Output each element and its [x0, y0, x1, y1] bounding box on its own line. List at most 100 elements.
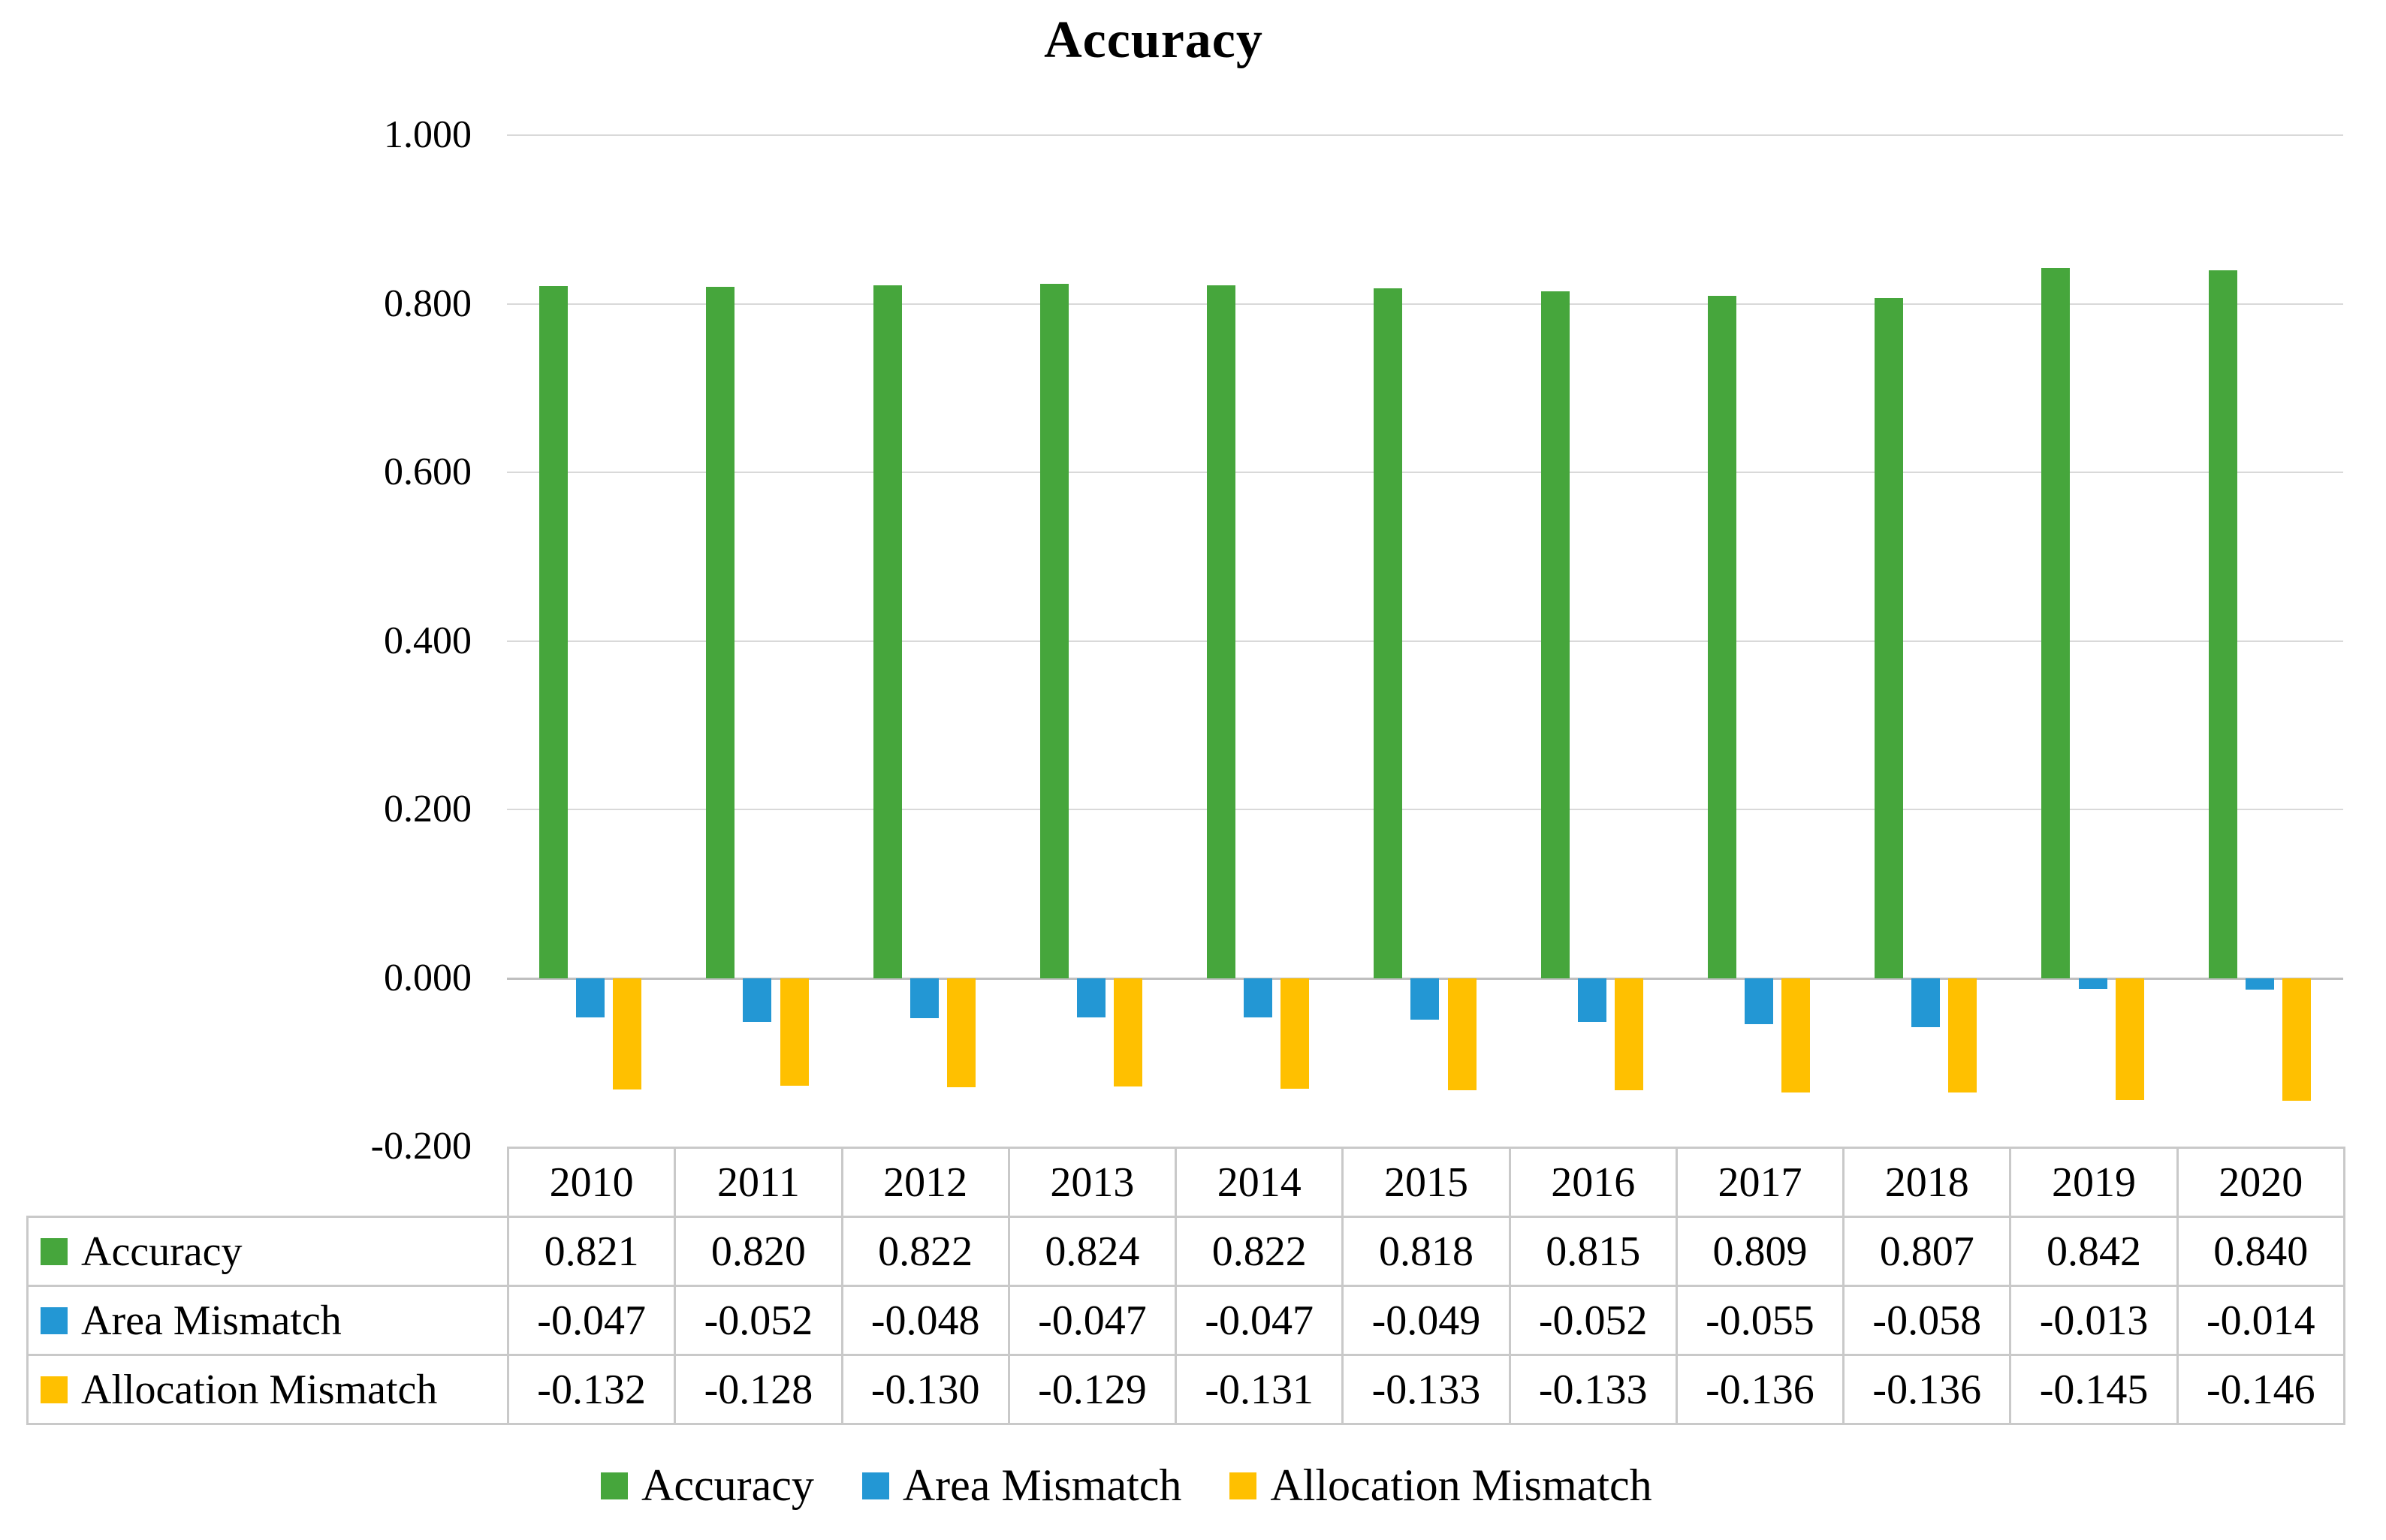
- table-header-cell-2019: 2019: [2009, 1147, 2179, 1218]
- table-value-accuracy-2010: 0.821: [506, 1216, 677, 1287]
- y-gridline-0.400: [507, 640, 2343, 642]
- table-value-allocation-mismatch-2014: -0.131: [1175, 1354, 1344, 1425]
- category-group-2019: [2009, 135, 2176, 1147]
- category-group-2011: [674, 135, 840, 1147]
- bar-accuracy-2011: [706, 287, 735, 978]
- bar-accuracy-2017: [1707, 296, 1736, 978]
- table-header-cell-2014: 2014: [1175, 1147, 1344, 1218]
- table-row-area-mismatch: Area Mismatch -0.047 -0.052 -0.048 -0.047 -0.…: [26, 1285, 2345, 1356]
- y-axis: 1.000 0.800 0.600 0.400 0.200 0.000 -0.200: [0, 116, 472, 1166]
- table-value-allocation-mismatch-2020: -0.146: [2176, 1354, 2345, 1425]
- table-value-area-mismatch-2019: -0.013: [2009, 1285, 2179, 1356]
- table-value-area-mismatch-2013: -0.047: [1007, 1285, 1178, 1356]
- table-value-accuracy-2014: 0.822: [1175, 1216, 1344, 1287]
- bar-allocation-mismatch-2012: [946, 978, 976, 1088]
- bar-allocation-mismatch-2020: [2282, 978, 2311, 1102]
- table-value-area-mismatch-2018: -0.058: [1842, 1285, 2012, 1356]
- category-group-2012: [841, 135, 1008, 1147]
- y-gridline-0.800: [507, 303, 2343, 305]
- bar-area-mismatch-2016: [1577, 978, 1606, 1022]
- category-group-2013: [1008, 135, 1175, 1147]
- y-axis-tick-label-0.600: 0.600: [384, 451, 472, 493]
- series-name-label: Allocation Mismatch: [81, 1366, 438, 1413]
- table-value-accuracy-2012: 0.822: [840, 1216, 1010, 1287]
- bar-accuracy-2020: [2208, 270, 2237, 978]
- table-corner-cell: [28, 1148, 508, 1217]
- legend-label: Allocation Mismatch: [1270, 1460, 1652, 1510]
- table-value-accuracy-2018: 0.807: [1842, 1216, 2012, 1287]
- bar-accuracy-2016: [1540, 291, 1570, 978]
- chart-title: Accuracy: [1044, 11, 1263, 69]
- table-value-allocation-mismatch-2016: -0.133: [1508, 1354, 1678, 1425]
- y-gridline-0.200: [507, 809, 2343, 810]
- category-group-2014: [1175, 135, 1341, 1147]
- bars-layer: [507, 135, 2343, 1147]
- bar-allocation-mismatch-2015: [1447, 978, 1477, 1090]
- bar-area-mismatch-2017: [1744, 978, 1773, 1025]
- table-value-allocation-mismatch-2011: -0.128: [674, 1354, 843, 1425]
- table-value-allocation-mismatch-2017: -0.136: [1675, 1354, 1845, 1425]
- category-group-2010: [507, 135, 674, 1147]
- y-axis-tick-label-0.000: 0.000: [384, 956, 472, 999]
- data-table: 2010 2011 2012 2013 2014 2015 2016 2017 2018 2019…: [26, 1147, 2345, 1425]
- table-header-cell-2016: 2016: [1508, 1147, 1678, 1218]
- legend-label: Area Mismatch: [902, 1460, 1182, 1510]
- bar-area-mismatch-2019: [2078, 978, 2107, 990]
- legend-label: Accuracy: [641, 1460, 814, 1510]
- table-header-cell-2012: 2012: [840, 1147, 1010, 1218]
- table-header-cell-2010: 2010: [506, 1147, 677, 1218]
- bar-allocation-mismatch-2011: [780, 978, 809, 1086]
- bar-accuracy-2012: [873, 285, 902, 978]
- bar-area-mismatch-2015: [1410, 978, 1440, 1020]
- table-value-area-mismatch-2014: -0.047: [1175, 1285, 1344, 1356]
- table-value-allocation-mismatch-2019: -0.145: [2009, 1354, 2179, 1425]
- table-header-row: 2010 2011 2012 2013 2014 2015 2016 2017 2018 2019…: [28, 1147, 2345, 1218]
- table-value-area-mismatch-2010: -0.047: [506, 1285, 677, 1356]
- table-value-allocation-mismatch-2010: -0.132: [506, 1354, 677, 1425]
- category-group-2020: [2176, 135, 2343, 1147]
- table-header-cell-2020: 2020: [2176, 1147, 2345, 1218]
- table-header-cell-2017: 2017: [1675, 1147, 1845, 1218]
- bar-area-mismatch-2018: [1911, 978, 1941, 1027]
- table-value-allocation-mismatch-2015: -0.133: [1341, 1354, 1511, 1425]
- table-value-area-mismatch-2016: -0.052: [1508, 1285, 1678, 1356]
- bar-area-mismatch-2013: [1076, 978, 1106, 1018]
- table-row-label-accuracy: Accuracy: [26, 1216, 509, 1287]
- bar-area-mismatch-2011: [743, 978, 772, 1022]
- bar-allocation-mismatch-2013: [1114, 978, 1143, 1087]
- bar-accuracy-2015: [1374, 288, 1403, 978]
- bar-area-mismatch-2012: [909, 978, 939, 1019]
- table-value-area-mismatch-2011: -0.052: [674, 1285, 843, 1356]
- allocation-mismatch-legend-swatch-icon: [1229, 1472, 1257, 1499]
- table-value-accuracy-2016: 0.815: [1508, 1216, 1678, 1287]
- table-header-cell-2018: 2018: [1842, 1147, 2012, 1218]
- bar-allocation-mismatch-2019: [2115, 978, 2144, 1101]
- bar-area-mismatch-2014: [1244, 978, 1273, 1018]
- accuracy-legend-swatch-icon: [601, 1472, 628, 1499]
- table-value-accuracy-2017: 0.809: [1675, 1216, 1845, 1287]
- bar-allocation-mismatch-2014: [1280, 978, 1310, 1089]
- legend-item-area-mismatch: Area Mismatch: [861, 1460, 1182, 1511]
- y-axis-tick-label-1.000: 1.000: [384, 113, 472, 156]
- table-value-area-mismatch-2020: -0.014: [2176, 1285, 2345, 1356]
- table-value-accuracy-2013: 0.824: [1007, 1216, 1178, 1287]
- table-value-allocation-mismatch-2018: -0.136: [1842, 1354, 2012, 1425]
- bar-accuracy-2013: [1039, 283, 1069, 978]
- table-value-accuracy-2019: 0.842: [2009, 1216, 2179, 1287]
- bar-allocation-mismatch-2010: [613, 978, 642, 1089]
- bar-accuracy-2010: [539, 285, 568, 978]
- series-name-label: Area Mismatch: [81, 1297, 342, 1344]
- bar-allocation-mismatch-2016: [1614, 978, 1643, 1090]
- table-value-area-mismatch-2012: -0.048: [840, 1285, 1010, 1356]
- legend-item-allocation-mismatch: Allocation Mismatch: [1229, 1460, 1652, 1511]
- category-group-2016: [1509, 135, 1676, 1147]
- table-row-label-allocation-mismatch: Allocation Mismatch: [26, 1354, 509, 1425]
- chart-legend: Accuracy Area Mismatch Allocation Mismatch: [601, 1460, 1652, 1511]
- y-axis-tick-label-0.200: 0.200: [384, 788, 472, 830]
- table-row-allocation-mismatch: Allocation Mismatch -0.132 -0.128 -0.130 -0.…: [26, 1354, 2345, 1425]
- y-axis-tick-label-0.800: 0.800: [384, 282, 472, 325]
- bar-area-mismatch-2020: [2245, 978, 2274, 990]
- table-value-allocation-mismatch-2013: -0.129: [1007, 1354, 1178, 1425]
- category-group-2015: [1341, 135, 1508, 1147]
